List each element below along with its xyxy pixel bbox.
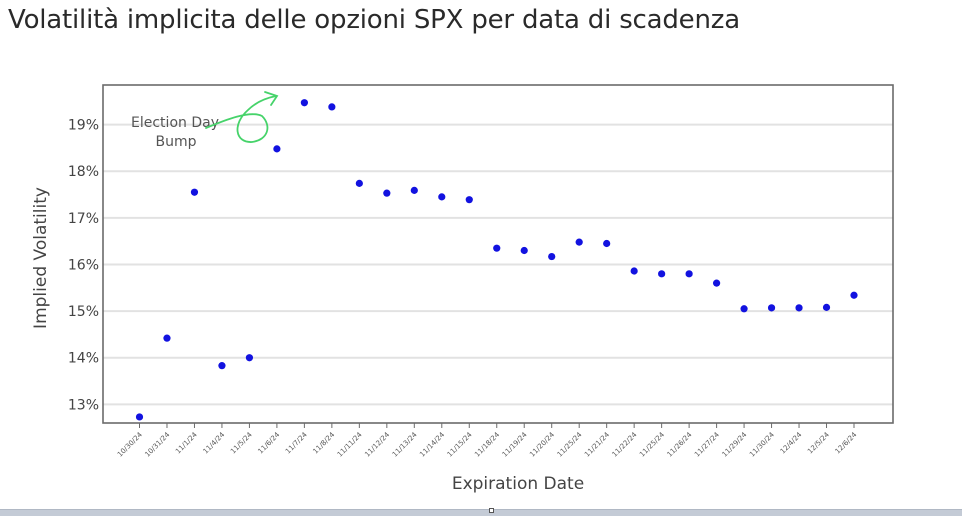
data-point: [822, 303, 831, 311]
x-tick-label: 11/25/24: [556, 430, 584, 458]
data-point: [795, 304, 803, 312]
window-bottom-edge: [0, 509, 962, 516]
data-points: [135, 99, 858, 421]
y-tick-labels: 13% 14% 15% 16% 17% 18% 19%: [68, 118, 99, 414]
data-point: [685, 270, 693, 278]
x-tick-label: 11/13/24: [391, 430, 419, 458]
x-tick-label: 11/7/24: [284, 430, 309, 455]
x-tick-label: 11/8/24: [312, 430, 337, 455]
x-tick-labels: 10/30/24 10/31/24 11/1/24 11/4/24 11/5/24 11/…: [116, 423, 859, 459]
election-day-annotation: Election Day Bump: [131, 91, 279, 150]
y-axis-label: Implied Volatility: [31, 187, 51, 329]
x-tick-label: 10/30/24: [116, 430, 144, 458]
x-tick-label: 11/25/24: [638, 430, 666, 458]
y-tick-label: 19%: [68, 118, 99, 134]
x-tick-label: 11/15/24: [446, 430, 474, 458]
page-title: Volatilità implicita delle opzioni SPX p…: [8, 5, 740, 35]
data-point: [548, 252, 556, 261]
x-tick-label: 12/6/24: [834, 430, 859, 455]
data-point: [245, 354, 254, 362]
x-tick-label: 11/18/24: [473, 430, 501, 458]
plot-frame: [102, 84, 894, 424]
data-point: [273, 145, 281, 153]
data-point: [410, 186, 418, 194]
data-point: [135, 413, 144, 421]
data-point: [328, 103, 336, 111]
x-tick-label: 11/27/24: [693, 430, 721, 458]
x-tick-label: 12/5/24: [806, 430, 831, 455]
x-tick-label: 11/6/24: [257, 430, 282, 455]
data-point: [767, 304, 776, 312]
data-point: [438, 193, 446, 201]
x-tick-label: 11/19/24: [501, 430, 529, 458]
data-point: [740, 305, 748, 313]
y-tick-label: 13%: [68, 397, 99, 413]
x-tick-label: 11/22/24: [611, 430, 639, 458]
resize-handle[interactable]: [489, 508, 494, 513]
x-tick-label: 11/26/24: [666, 430, 694, 458]
x-tick-label: 12/4/24: [779, 430, 804, 455]
x-tick-label: 11/14/24: [418, 430, 446, 458]
annotation-line-2: Bump: [155, 134, 196, 150]
data-point: [163, 334, 171, 342]
annotation-arrowhead: [264, 91, 279, 106]
data-point: [658, 270, 666, 278]
x-tick-label: 11/21/24: [583, 430, 611, 458]
data-point: [383, 189, 391, 197]
data-point: [493, 244, 501, 252]
annotation-arrow: [205, 95, 277, 143]
x-tick-label: 11/29/24: [721, 430, 749, 458]
data-point: [465, 196, 473, 204]
y-tick-label: 16%: [68, 257, 99, 273]
y-tick-label: 15%: [68, 304, 99, 320]
grid-lines: [103, 123, 893, 406]
data-point: [850, 291, 858, 299]
x-tick-label: 11/11/24: [336, 430, 364, 458]
data-point: [630, 267, 638, 275]
x-tick-label: 11/5/24: [229, 430, 254, 455]
data-point: [355, 179, 363, 187]
x-tick-label: 11/30/24: [748, 430, 776, 458]
y-tick-label: 17%: [68, 211, 99, 227]
x-tick-label: 11/20/24: [528, 430, 556, 458]
y-tick-label: 18%: [68, 164, 99, 180]
data-point: [300, 99, 308, 107]
x-tick-label: 11/4/24: [202, 430, 227, 455]
x-tick-label: 11/12/24: [363, 430, 391, 458]
data-point: [190, 188, 199, 196]
data-point: [218, 362, 226, 370]
data-point: [520, 246, 528, 255]
annotation-line-1: Election Day: [131, 115, 219, 131]
data-point: [603, 239, 611, 248]
x-axis-label: Expiration Date: [452, 474, 584, 494]
x-tick-label: 10/31/24: [143, 430, 171, 458]
data-point: [712, 279, 721, 287]
x-tick-label: 11/1/24: [174, 430, 199, 455]
y-tick-label: 14%: [68, 351, 99, 367]
data-point: [575, 238, 583, 246]
